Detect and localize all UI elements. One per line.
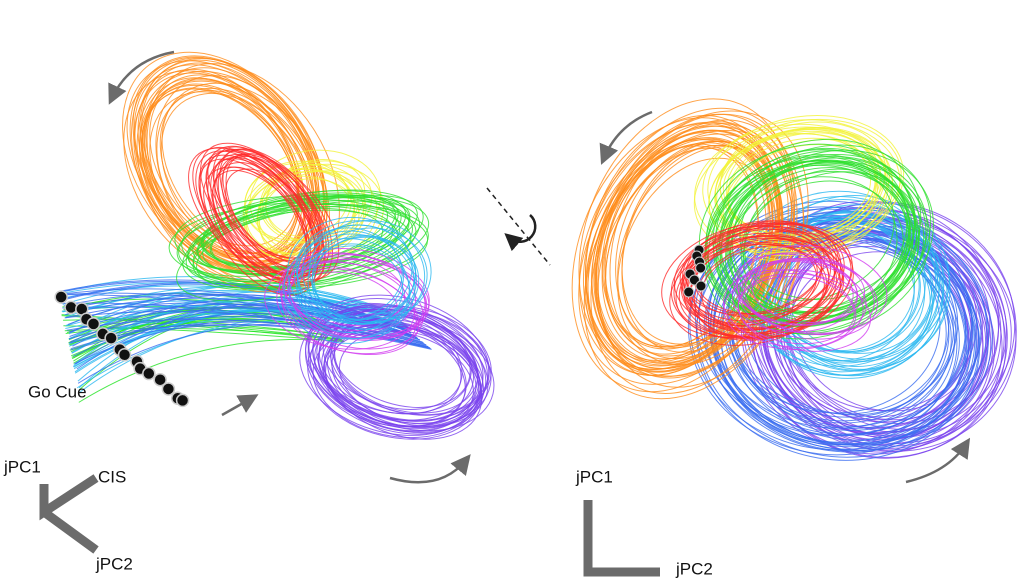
rotation-icon bbox=[510, 215, 535, 242]
rotation-axis bbox=[487, 188, 550, 265]
go-cue-marker bbox=[162, 383, 174, 395]
axis-glyph bbox=[44, 478, 96, 550]
page: Go Cue jPC1 CIS jPC2 jPC1 jPC2 (() => { … bbox=[0, 0, 1018, 581]
axis-label: jPC1 bbox=[575, 467, 613, 486]
rotation-arrow bbox=[222, 398, 252, 415]
go-cue-marker bbox=[696, 281, 706, 291]
trajectories bbox=[55, 14, 1018, 499]
go-cue-marker bbox=[119, 349, 131, 361]
go-cue-marker bbox=[684, 287, 694, 297]
go-cue-marker bbox=[87, 318, 99, 330]
axis-label: jPC1 bbox=[3, 457, 41, 476]
axis-label: jPC2 bbox=[675, 559, 713, 578]
go-cue-marker bbox=[696, 263, 706, 273]
go-cue-label: Go Cue bbox=[28, 382, 87, 401]
go-cue-marker bbox=[55, 291, 67, 303]
axis-label: CIS bbox=[98, 467, 126, 486]
axis-glyph bbox=[588, 500, 660, 572]
axis-label: jPC2 bbox=[95, 554, 133, 573]
figure: Go Cue jPC1 CIS jPC2 jPC1 jPC2 bbox=[0, 0, 1018, 581]
go-cue-marker bbox=[105, 332, 117, 344]
go-cue-marker bbox=[177, 394, 189, 406]
rotation-arrow bbox=[390, 460, 466, 482]
go-cue-marker bbox=[143, 368, 155, 380]
